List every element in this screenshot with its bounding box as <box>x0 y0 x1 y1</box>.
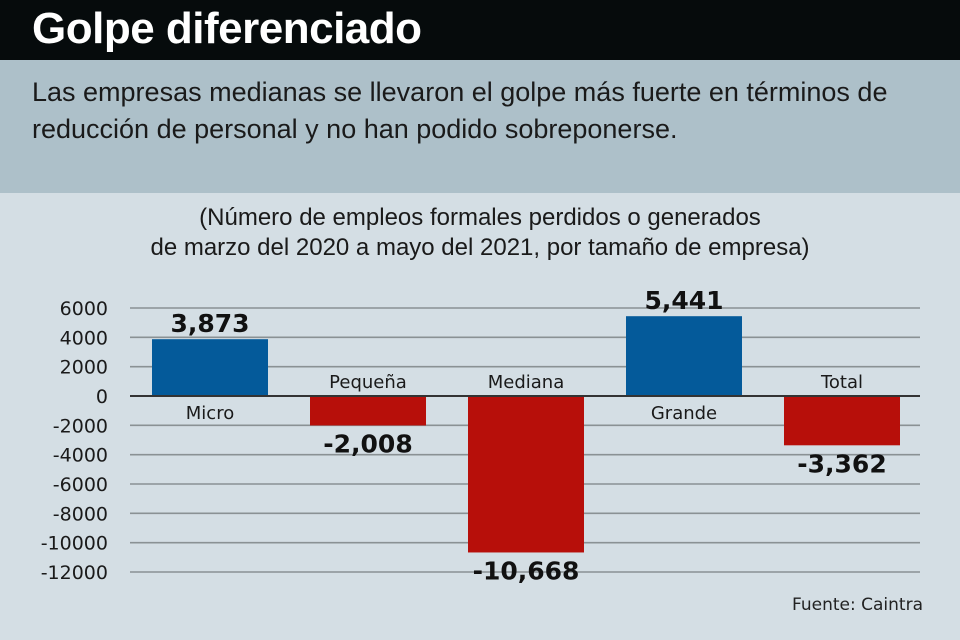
y-tick-label: -6000 <box>53 474 108 496</box>
category-label: Micro <box>186 403 234 424</box>
category-label: Mediana <box>488 372 565 393</box>
data-label: 5,441 <box>644 286 723 315</box>
y-tick-label: 2000 <box>60 357 108 379</box>
bar-labels: 3,873 Micro -2,008 Pequeña -10,668 Mediana 5,4… <box>170 286 886 585</box>
category-label: Pequeña <box>329 372 407 393</box>
source-note: Fuente: Caintra <box>792 595 923 615</box>
bar-total <box>784 396 900 446</box>
y-tick-label: 0 <box>96 386 108 408</box>
y-tick-label: -2000 <box>53 415 108 437</box>
category-label: Grande <box>651 403 717 424</box>
chart-subtitle: (Número de empleos formales perdidos o g… <box>0 203 960 263</box>
y-tick-label: -4000 <box>53 445 108 467</box>
y-tick-label: 4000 <box>60 327 108 349</box>
bar-grande <box>626 316 742 396</box>
subtitle-line-2: de marzo del 2020 a mayo del 2021, por t… <box>150 234 810 261</box>
subtitle-line-1: (Número de empleos formales perdidos o g… <box>199 204 761 231</box>
y-tick-label: -10000 <box>41 533 108 555</box>
y-tick-label: -12000 <box>41 562 108 584</box>
y-tick-label: 6000 <box>60 298 108 320</box>
intro-text: Las empresas medianas se llevaron el gol… <box>32 77 888 144</box>
y-tick-label: -8000 <box>53 503 108 525</box>
intro-panel: Las empresas medianas se llevaron el gol… <box>0 60 960 193</box>
bar-pequeña <box>310 396 426 426</box>
header-bar: Golpe diferenciado <box>0 0 960 60</box>
data-label: -2,008 <box>323 429 412 458</box>
y-axis-ticks: 6000 4000 2000 0 -2000 -4000 -6000 -8000 -10000 -… <box>41 298 108 584</box>
bar-micro <box>152 339 268 396</box>
category-label: Total <box>820 372 863 393</box>
data-label: 3,873 <box>170 309 249 338</box>
data-label: -3,362 <box>797 449 886 478</box>
data-label: -10,668 <box>473 556 580 585</box>
bars <box>152 316 900 553</box>
bar-mediana <box>468 396 584 553</box>
chart-title: Golpe diferenciado <box>32 4 422 53</box>
